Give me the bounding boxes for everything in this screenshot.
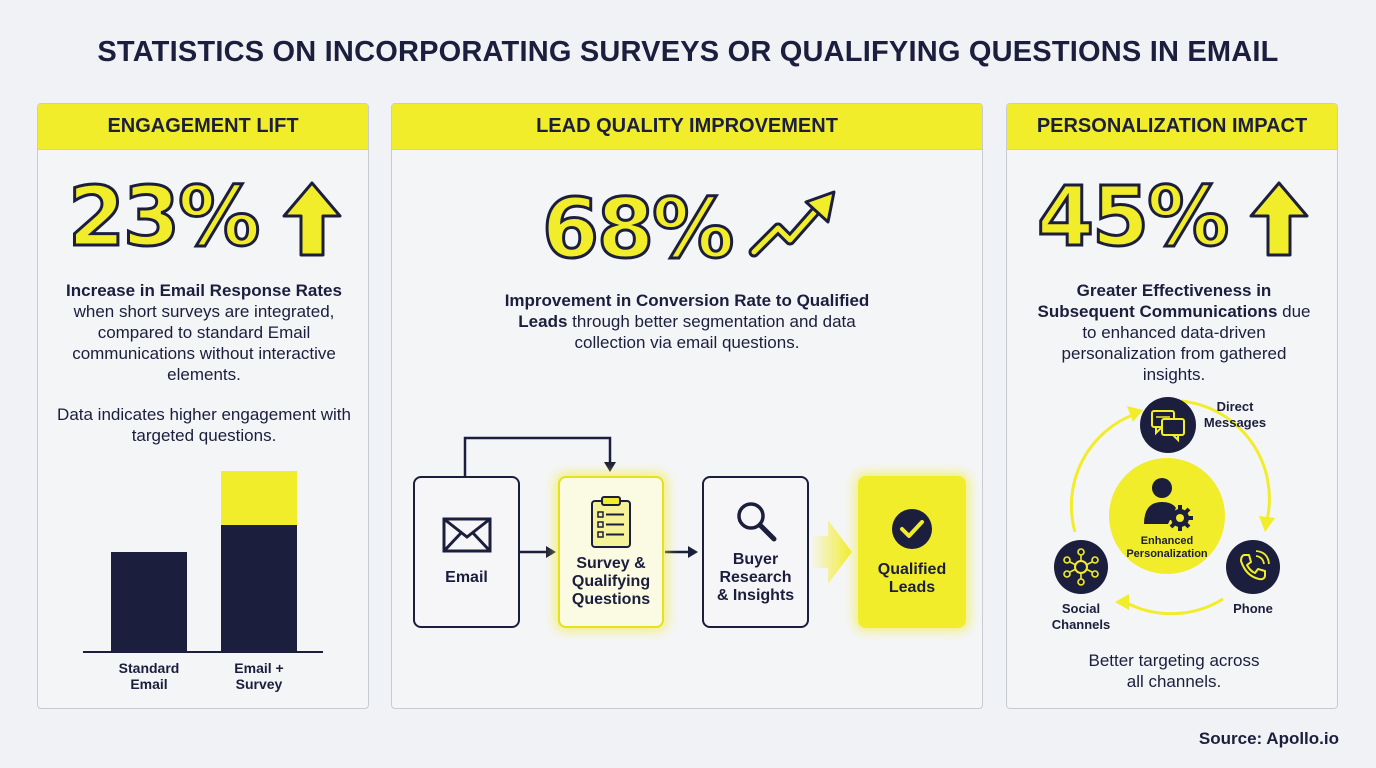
bar-email-survey-highlight (221, 471, 297, 525)
flow-email-label: Email (445, 569, 488, 586)
flow-survey-line3: Questions (571, 591, 651, 608)
engagement-note: Data indicates higher engagement with ta… (57, 405, 351, 445)
chat-bubbles-icon (1151, 410, 1185, 443)
clipboard-checklist-icon (591, 496, 631, 548)
engagement-heading: ENGAGEMENT LIFT (38, 104, 368, 150)
engagement-panel: ENGAGEMENT LIFT 23% Increase in Email Re… (37, 103, 369, 709)
phone-icon (1240, 550, 1270, 581)
lead-quality-heading: LEAD QUALITY IMPROVEMENT (392, 104, 982, 150)
flow-buyer-line3: & Insights (716, 587, 795, 604)
personalization-description: Greater Effectiveness in Subsequent Comm… (1029, 280, 1319, 385)
bar-label-survey-line1: Email + (234, 660, 284, 676)
social-label-line1: Social (1061, 601, 1101, 616)
flow-leads-line2: Leads (888, 579, 936, 596)
direct-messages-label: Direct Messages (1195, 399, 1275, 431)
trend-up-arrow-icon (748, 190, 836, 258)
bar-email-survey (221, 471, 297, 652)
personalization-panel: PERSONALIZATION IMPACT 45% Greater Effec… (1006, 103, 1338, 709)
source-credit: Source: Apollo.io (1198, 729, 1339, 748)
personalization-footer-line1: Better targeting across (1088, 651, 1260, 670)
check-circle-icon (892, 509, 932, 549)
lead-quality-stat: 68% (540, 181, 735, 279)
personalization-footer: Better targeting across all channels. (1029, 650, 1319, 692)
bar-label-standard-email: Standard Email (99, 660, 199, 692)
magnifier-icon (736, 502, 776, 542)
user-gear-icon (1144, 478, 1193, 531)
direct-messages-node (1140, 397, 1196, 453)
flow-connectors (463, 436, 852, 584)
bar-label-standard-line2: Email (130, 676, 168, 692)
flow-buyer-line1: Buyer (732, 551, 779, 568)
direct-label-line1: Direct (1216, 399, 1254, 414)
chart-baseline (83, 651, 323, 653)
personalization-stat: 45% (1035, 169, 1230, 267)
flow-survey-line1: Survey & (576, 555, 646, 572)
engagement-desc-rest: when short surveys are integrated, compa… (72, 302, 336, 384)
personalization-desc-bold: Greater Effectiveness in Subsequent Comm… (1037, 281, 1278, 321)
center-label: Enhanced Personalization (1107, 535, 1227, 561)
center-label-line1: Enhanced (1140, 535, 1194, 547)
up-arrow-icon (1249, 181, 1309, 257)
engagement-desc-bold: Increase in Email Response Rates (66, 281, 342, 300)
bar-label-standard-line1: Standard (118, 660, 180, 676)
flow-step-email: Email (413, 476, 520, 628)
direct-label-line2: Messages (1203, 415, 1267, 430)
flow-step-qualified-leads: Qualified Leads (858, 476, 966, 628)
lead-quality-panel: LEAD QUALITY IMPROVEMENT 68% Improvement… (391, 103, 983, 709)
lead-desc-bold: Improvement in Conversion Rate to Qualif… (504, 291, 870, 331)
up-arrow-icon (282, 181, 342, 257)
social-channels-label: Social Channels (1041, 601, 1121, 633)
personalization-heading: PERSONALIZATION IMPACT (1007, 104, 1337, 150)
bar-label-survey-line2: Survey (235, 676, 283, 692)
lead-quality-description: Improvement in Conversion Rate to Qualif… (482, 290, 892, 353)
center-label-line2: Personalization (1126, 548, 1208, 560)
flow-survey-line2: Qualifying (571, 573, 651, 590)
infographic-title: STATISTICS ON INCORPORATING SURVEYS OR Q… (97, 36, 1279, 68)
network-icon (1063, 548, 1099, 586)
envelope-icon (442, 517, 491, 553)
flow-leads-line1: Qualified (877, 561, 947, 578)
bar-standard-email (111, 552, 187, 652)
personalization-footer-line2: all channels. (1126, 672, 1222, 691)
engagement-description: Increase in Email Response Rates when sh… (52, 280, 356, 385)
flow-step-survey: Survey & Qualifying Questions (558, 476, 664, 628)
lead-desc-rest: through better segmentation and data col… (567, 312, 856, 352)
flow-step-buyer-research: Buyer Research & Insights (702, 476, 809, 628)
social-label-line2: Channels (1051, 617, 1111, 632)
phone-node (1226, 540, 1280, 594)
personalization-desc-rest: due to enhanced data-driven personalizat… (1061, 302, 1311, 384)
phone-label: Phone (1233, 601, 1273, 616)
bar-label-email-survey: Email + Survey (209, 660, 309, 692)
flow-buyer-line2: Research (719, 569, 792, 586)
engagement-stat: 23% (66, 169, 261, 267)
social-channels-node (1054, 540, 1108, 594)
